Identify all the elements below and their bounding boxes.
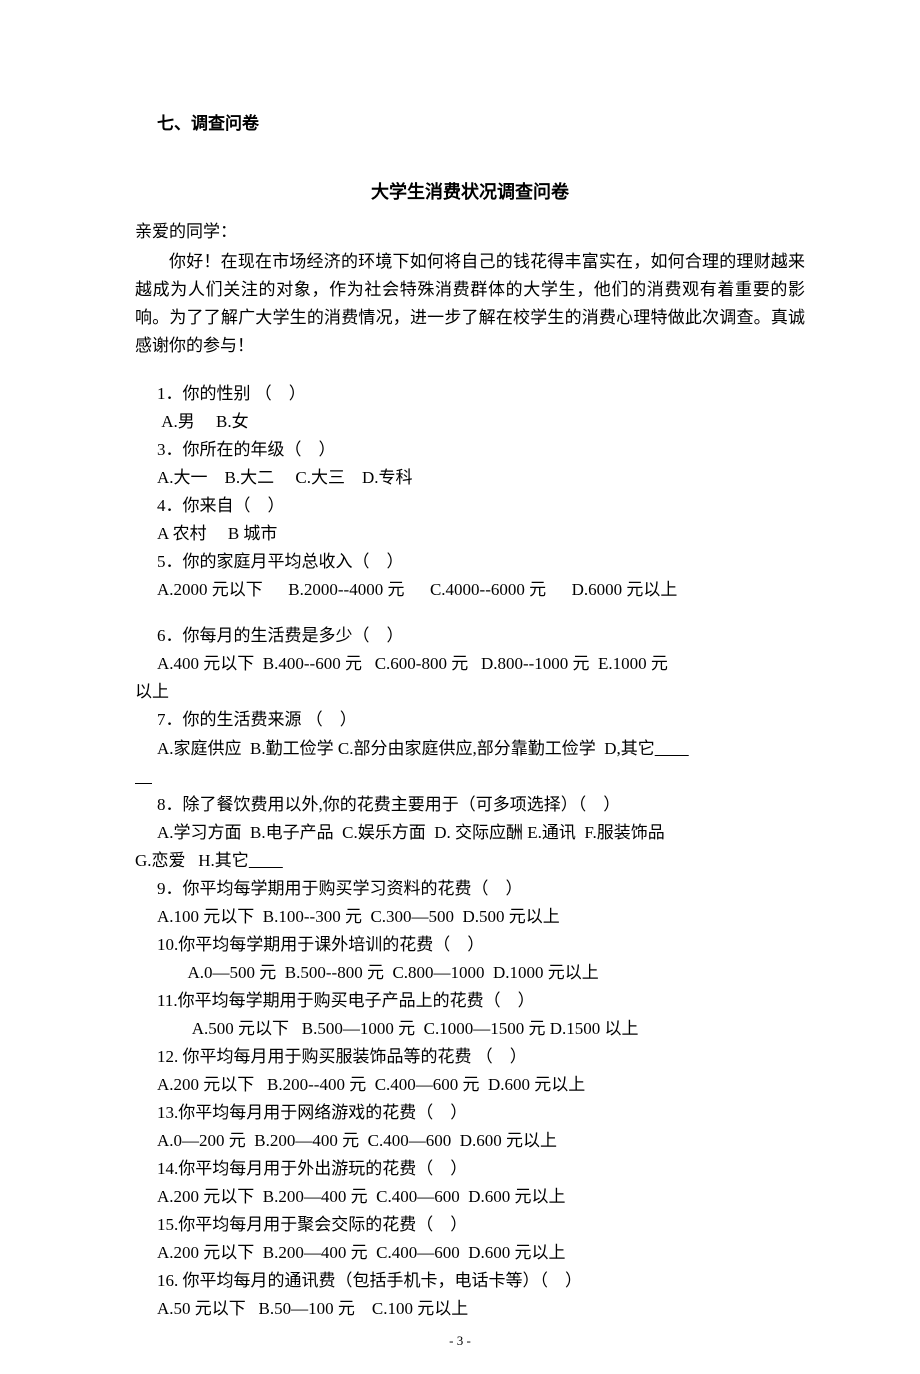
question-prompt: 7．你的生活费来源 （ ） (157, 706, 805, 734)
question-prompt: 8．除了餐饮费用以外,你的花费主要用于（可多项选择）（ ） (157, 791, 805, 819)
question-options: A.200 元以下 B.200—400 元 C.400—600 D.600 元以… (157, 1183, 805, 1211)
intro-paragraph: 你好！在现在市场经济的环境下如何将自己的钱花得丰富实在，如何合理的理财越来越成为… (135, 248, 805, 360)
question-prompt: 13.你平均每月用于网络游戏的花费（ ） (157, 1099, 805, 1127)
spacer (135, 604, 805, 622)
question-options: A.50 元以下 B.50—100 元 C.100 元以上 (157, 1295, 805, 1323)
question-options: A.家庭供应 B.勤工俭学 C.部分由家庭供应,部分靠勤工俭学 D,其它 (157, 735, 805, 763)
question-prompt: 3．你所在的年级（ ） (157, 436, 805, 464)
question-prompt: 11.你平均每学期用于购买电子产品上的花费（ ） (157, 987, 805, 1015)
document-title: 大学生消费状况调查问卷 (135, 178, 805, 208)
question-prompt: 12. 你平均每月用于购买服装饰品等的花费 （ ） (157, 1043, 805, 1071)
question-options-wrap: G.恋爱 H.其它 (135, 847, 805, 875)
question-options: A.大一 B.大二 C.大三 D.专科 (157, 464, 805, 492)
question-options: A.100 元以下 B.100--300 元 C.300—500 D.500 元… (157, 903, 805, 931)
question-prompt: 14.你平均每月用于外出游玩的花费（ ） (157, 1155, 805, 1183)
section-heading: 七、调查问卷 (157, 110, 805, 138)
greeting: 亲爱的同学： (135, 218, 805, 246)
question-prompt: 10.你平均每学期用于课外培训的花费（ ） (157, 931, 805, 959)
question-options: A.男 B.女 (157, 408, 805, 436)
question-options: A.2000 元以下 B.2000--4000 元 C.4000--6000 元… (157, 576, 805, 604)
question-prompt: 1．你的性别 （ ） (157, 380, 805, 408)
question-options: A.0—500 元 B.500--800 元 C.800—1000 D.1000… (179, 959, 805, 987)
question-options-wrap: 以上 (135, 678, 805, 706)
blank-underline (135, 763, 805, 791)
question-options: A.学习方面 B.电子产品 C.娱乐方面 D. 交际应酬 E.通讯 F.服装饰品 (157, 819, 805, 847)
question-prompt: 9．你平均每学期用于购买学习资料的花费（ ） (157, 875, 805, 903)
question-options: A.0—200 元 B.200—400 元 C.400—600 D.600 元以… (157, 1127, 805, 1155)
question-options: A.200 元以下 B.200--400 元 C.400—600 元 D.600… (157, 1071, 805, 1099)
question-prompt: 4．你来自（ ） (157, 492, 805, 520)
questions-container: 1．你的性别 （ ） A.男 B.女3．你所在的年级（ ）A.大一 B.大二 C… (135, 380, 805, 1324)
question-options: A.200 元以下 B.200—400 元 C.400—600 D.600 元以… (157, 1239, 805, 1267)
question-options: A.500 元以下 B.500—1000 元 C.1000—1500 元 D.1… (179, 1015, 805, 1043)
question-prompt: 15.你平均每月用于聚会交际的花费（ ） (157, 1211, 805, 1239)
question-prompt: 6．你每月的生活费是多少（ ） (157, 622, 805, 650)
question-prompt: 5．你的家庭月平均总收入（ ） (157, 548, 805, 576)
question-options: A 农村 B 城市 (157, 520, 805, 548)
question-options: A.400 元以下 B.400--600 元 C.600-800 元 D.800… (157, 650, 805, 678)
question-prompt: 16. 你平均每月的通讯费（包括手机卡，电话卡等）（ ） (157, 1267, 805, 1295)
page-number: - 3 - (0, 1330, 920, 1351)
